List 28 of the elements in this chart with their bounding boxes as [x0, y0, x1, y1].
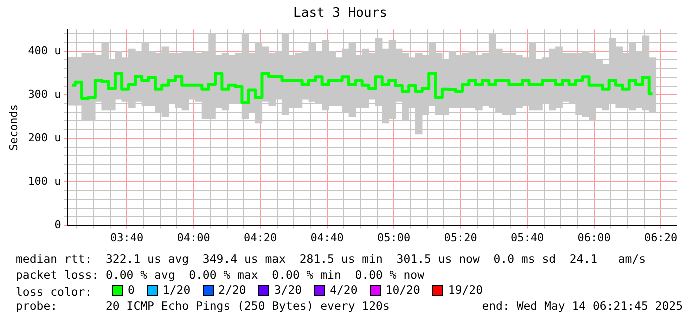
- chart-title: Last 3 Hours: [294, 6, 388, 22]
- x-tick-label: 04:00: [177, 231, 210, 244]
- text: packet loss: 0.00 % avg 0.00 % max 0.00 % min 0.00 % now: [16, 268, 426, 282]
- x-tick-label: 06:00: [578, 231, 611, 244]
- x-tick-label: 04:40: [310, 231, 344, 244]
- legend-label: 4/20: [330, 283, 358, 298]
- y-axis-title: Seconds: [7, 104, 20, 151]
- x-tick-label: 06:20: [644, 231, 678, 244]
- legend-label: 0: [128, 283, 135, 298]
- x-tick-label: 05:40: [511, 231, 544, 244]
- y-tick-label: 400 u: [28, 44, 62, 58]
- text: end: Wed May 14 06:21:45 2025: [482, 298, 683, 314]
- x-tick-label: 05:00: [378, 231, 411, 244]
- legend-label: 2/20: [218, 283, 246, 298]
- legend-label: 10/20: [386, 283, 420, 298]
- x-tick-label: 04:20: [244, 231, 278, 244]
- y-tick-label: 0: [54, 218, 62, 232]
- y-tick-label: 200 u: [28, 131, 62, 144]
- y-tick-label: 300 u: [28, 88, 62, 101]
- x-tick-label: 05:20: [444, 231, 478, 244]
- legend-label: 19/20: [448, 283, 484, 298]
- legend-label: 1/20: [162, 283, 191, 298]
- legend-title: loss color:: [16, 285, 94, 299]
- y-tick-label: 100 u: [28, 175, 62, 188]
- text: probe: 20 ICMP Echo Pings (250 Bytes) every 120s: [16, 298, 390, 314]
- legend-label: 3/20: [274, 283, 302, 298]
- text: median rtt: 322.1 us avg 349.4 us max 281.5 us min 301.5 us now 0.0 ms sd 24.1 am/s: [16, 252, 648, 267]
- x-tick-label: 03:40: [110, 231, 144, 244]
